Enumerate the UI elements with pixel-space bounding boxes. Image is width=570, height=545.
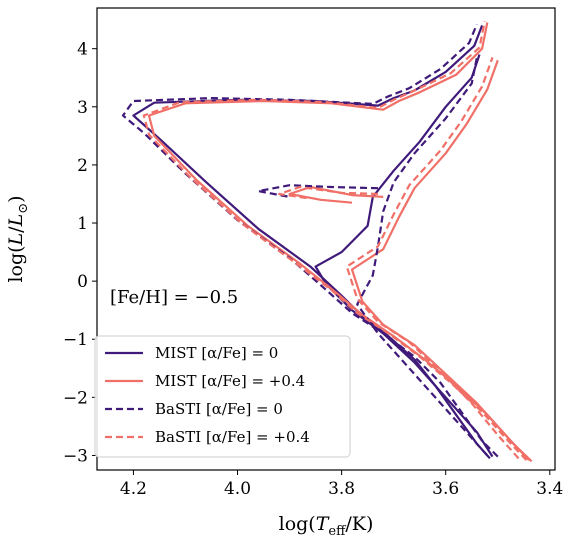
series-3-track-1 bbox=[345, 57, 520, 460]
y-tick-label: −2 bbox=[63, 388, 88, 408]
x-tick-label: 4.0 bbox=[224, 479, 251, 499]
tracks-layer bbox=[121, 21, 533, 463]
x-tick-label: 4.2 bbox=[120, 479, 147, 499]
legend: MIST [α/Fe] = 0 MIST [α/Fe] = +0.4 BaSTI [… bbox=[94, 335, 351, 458]
y-tick-label: −3 bbox=[63, 446, 88, 466]
series-1-track-1 bbox=[350, 59, 530, 461]
legend-label: BaSTI [α/Fe] = +0.4 bbox=[155, 428, 310, 446]
legend-label: BaSTI [α/Fe] = 0 bbox=[155, 400, 283, 418]
y-tick-label: −1 bbox=[63, 330, 88, 350]
legend-box bbox=[94, 335, 351, 458]
series-3-track-0 bbox=[142, 21, 528, 461]
series-1-track-2 bbox=[288, 185, 384, 204]
series-3-track-2 bbox=[278, 185, 379, 200]
x-tick-label: 3.6 bbox=[432, 479, 459, 499]
y-tick-label: 1 bbox=[77, 214, 88, 234]
ticks-layer: 4.2 4.0 3.8 3.6 3.4 −3 −2 −1 0 1 2 3 4 bbox=[63, 40, 563, 499]
x-axis-label: log(Teff/K) bbox=[279, 513, 374, 539]
y-axis-label: log(L/L⊙) bbox=[5, 195, 31, 282]
series-2-track-0 bbox=[121, 23, 499, 458]
x-tick-label: 3.8 bbox=[328, 479, 355, 499]
x-tick-label: 3.4 bbox=[536, 479, 563, 499]
legend-label: MIST [α/Fe] = +0.4 bbox=[155, 372, 305, 390]
y-tick-label: 0 bbox=[77, 272, 88, 292]
legend-label: MIST [α/Fe] = 0 bbox=[155, 344, 278, 362]
series-2-track-1 bbox=[356, 57, 489, 457]
y-tick-label: 2 bbox=[77, 156, 88, 176]
y-tick-label: 3 bbox=[77, 98, 88, 118]
series-0-track-1 bbox=[314, 54, 494, 458]
metallicity-annotation: [Fe/H] = −0.5 bbox=[110, 287, 238, 308]
plot-frame bbox=[96, 7, 556, 471]
y-tick-label: 4 bbox=[77, 40, 88, 60]
series-2-track-2 bbox=[257, 184, 379, 198]
